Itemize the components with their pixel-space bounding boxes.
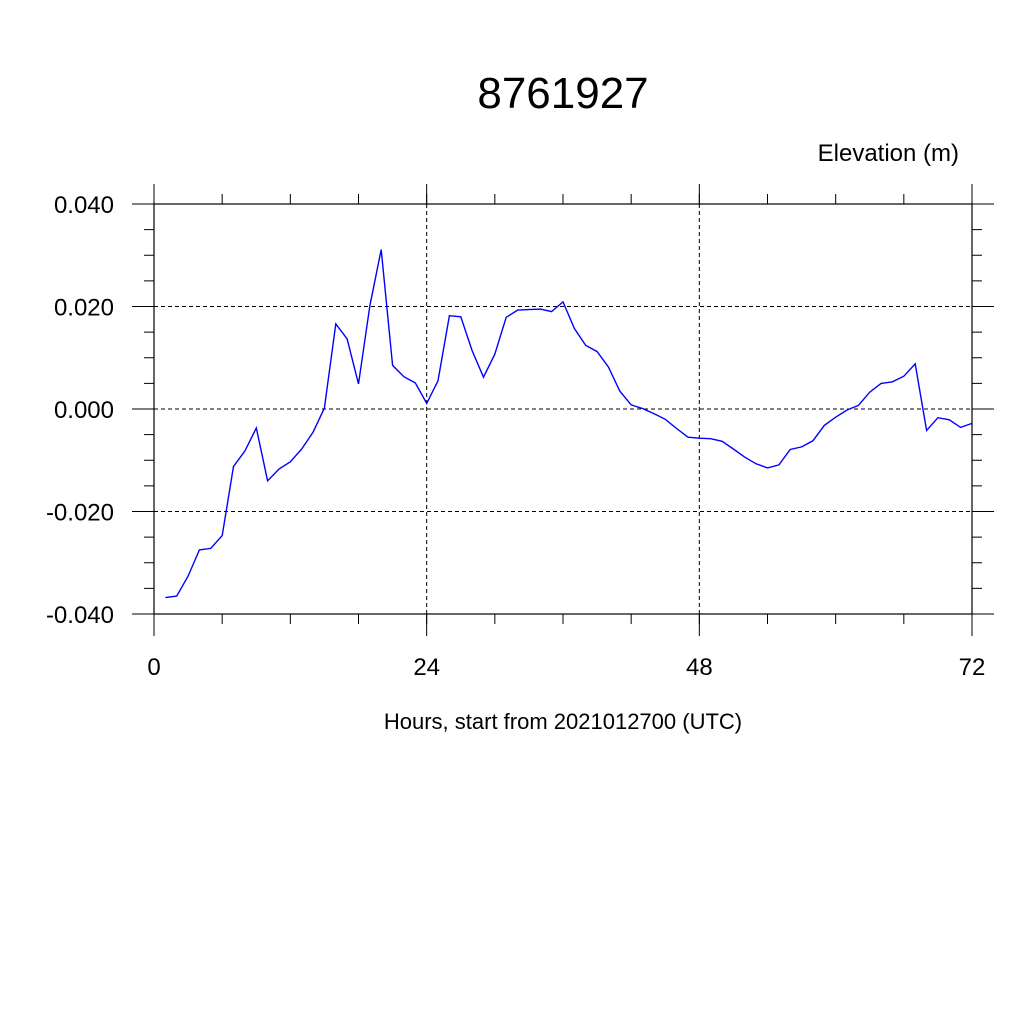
x-tick-label: 24 [413,654,440,681]
x-tick-label: 0 [147,654,160,681]
chart-title: 8761927 [477,69,648,118]
x-tick-label: 48 [686,654,713,681]
y-tick-label: -0.020 [46,500,114,527]
x-tick-label: 72 [959,654,986,681]
y-tick-label: 0.040 [54,192,114,219]
y-tick-label: -0.040 [46,602,114,629]
y-axis-label: Elevation (m) [818,140,959,167]
x-axis-label: Hours, start from 2021012700 (UTC) [384,709,742,734]
tick-labels: -0.040 -0.020 0.000 0.020 0.040 0 24 48 72 [46,192,985,681]
series-layer [165,249,973,599]
y-tick-label: 0.020 [54,295,114,322]
series-line [165,249,973,599]
plot-frame [153,203,973,615]
axes [132,184,994,636]
y-tick-label: 0.000 [54,397,114,424]
